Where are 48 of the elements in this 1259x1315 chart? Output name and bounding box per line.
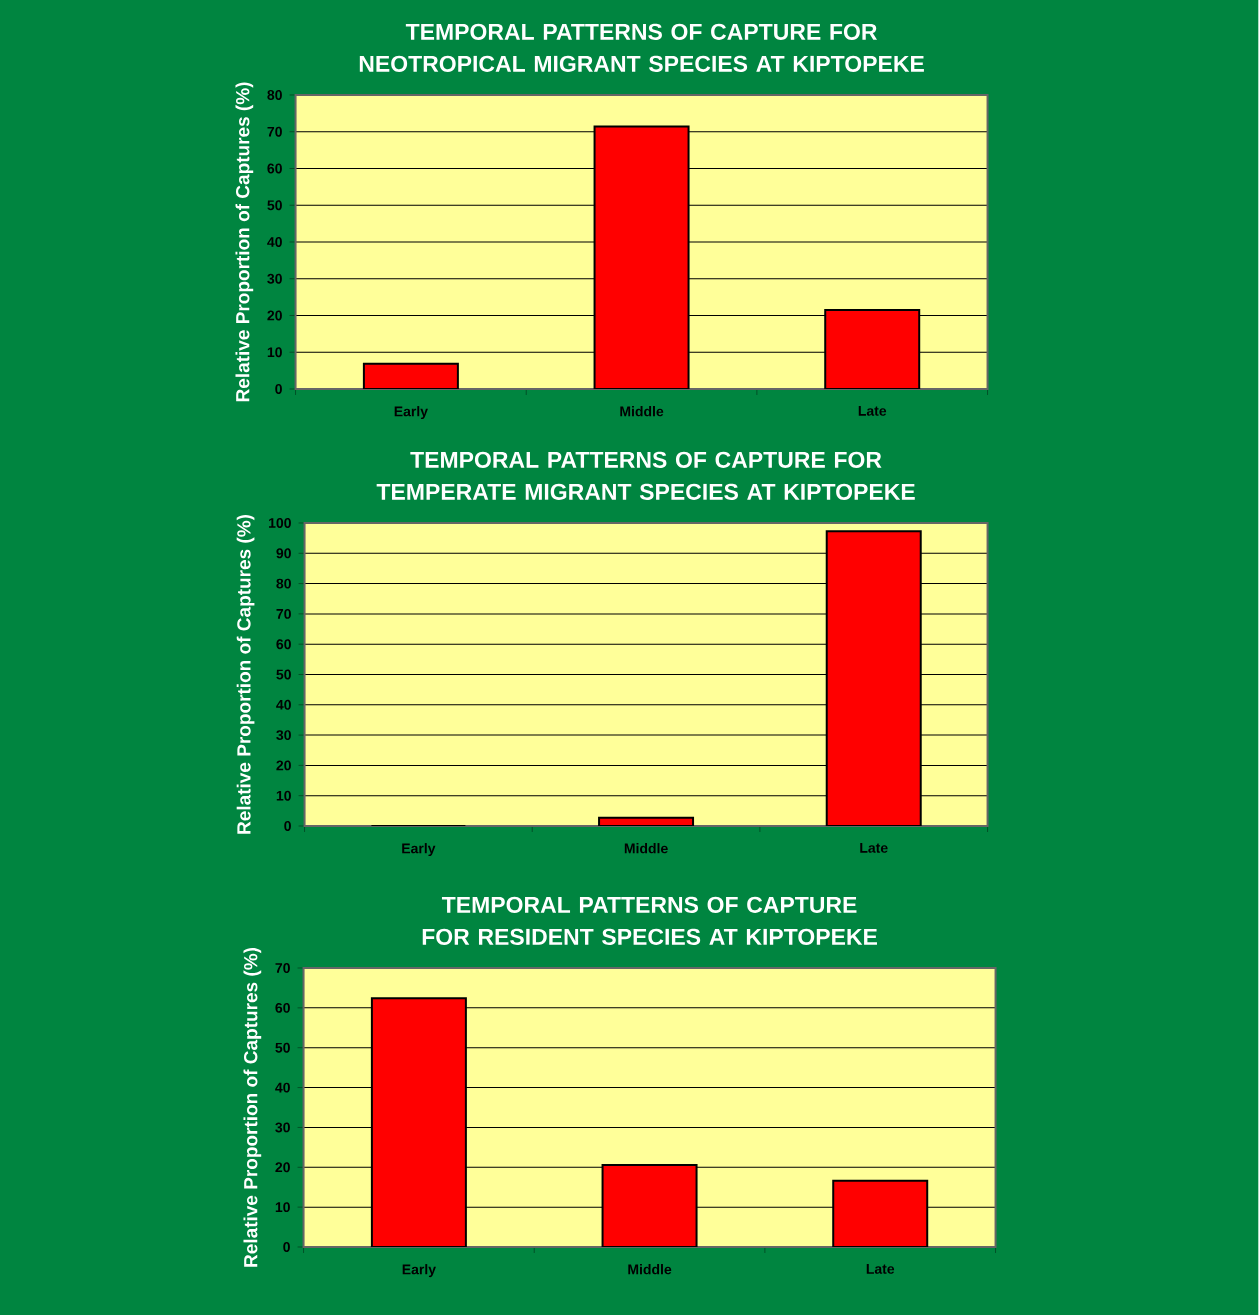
y-tick-label: 40 [267,237,283,247]
y-tick-label: 0 [283,1242,291,1252]
chart-title: TEMPORAL PATTERNS OF CAPTURE FOR NEOTROPICAL MIGRANT SPECIES AT KIPTOPEKE [360,23,925,72]
y-tick-label: 90 [276,548,292,559]
y-axis-title: Relative Proportion of Captures (%) [236,514,255,834]
y-axis-title: Relative Proportion of Captures (%) [243,947,262,1267]
y-tick-label: 30 [276,730,292,741]
y-tick-label: 0 [284,821,292,831]
y-tick-label: 20 [276,760,292,771]
bar [832,1179,929,1247]
bar [824,308,921,389]
x-tick-label: Late [860,843,888,853]
chart-title: TEMPORAL PATTERNS OF CAPTURE FOR TEMPERATE MIGRANT SPECIES AT KIPTOPEKE [376,451,916,500]
y-tick-label: 30 [267,273,283,284]
y-tick-label: 100 [269,518,292,528]
y-tick-label: 0 [275,384,283,394]
y-tick-label: 40 [275,1082,291,1093]
bar [593,125,690,389]
y-tick-label: 20 [275,1162,291,1173]
x-tick-label: Late [858,406,887,416]
y-tick-label: 40 [276,699,292,710]
y-tick-label: 60 [267,163,283,174]
x-tick-label: Middle [625,843,668,854]
y-tick-label: 60 [275,1002,291,1013]
chart-title: TEMPORAL PATTERNS OF CAPTURE FOR RESIDENT SPECIES AT KIPTOPEKE [422,896,878,945]
y-tick-label: 60 [276,639,292,650]
y-tick-label: 70 [267,126,283,137]
x-tick-label: Early [402,843,436,857]
y-axis-title: Relative Proportion of Captures (%) [235,82,254,402]
y-tick-label: 70 [275,963,291,973]
x-tick-label: Early [394,406,429,420]
y-tick-label: 10 [276,1202,291,1213]
bar [371,997,468,1247]
y-tick-label: 50 [267,200,283,211]
x-tick-label: Early [402,1264,437,1278]
y-tick-label: 30 [275,1122,291,1133]
x-tick-label: Middle [628,1264,672,1275]
x-tick-label: Late [866,1264,895,1274]
y-tick-label: 80 [276,578,292,589]
y-tick-label: 20 [267,310,283,321]
y-tick-label: 10 [268,347,283,358]
x-tick-label: Middle [620,406,664,417]
y-tick-label: 50 [275,1042,291,1053]
y-tick-label: 80 [267,90,283,100]
y-tick-label: 10 [277,790,292,801]
y-tick-label: 70 [276,608,292,619]
y-tick-label: 50 [276,669,292,680]
bar [601,1163,698,1247]
